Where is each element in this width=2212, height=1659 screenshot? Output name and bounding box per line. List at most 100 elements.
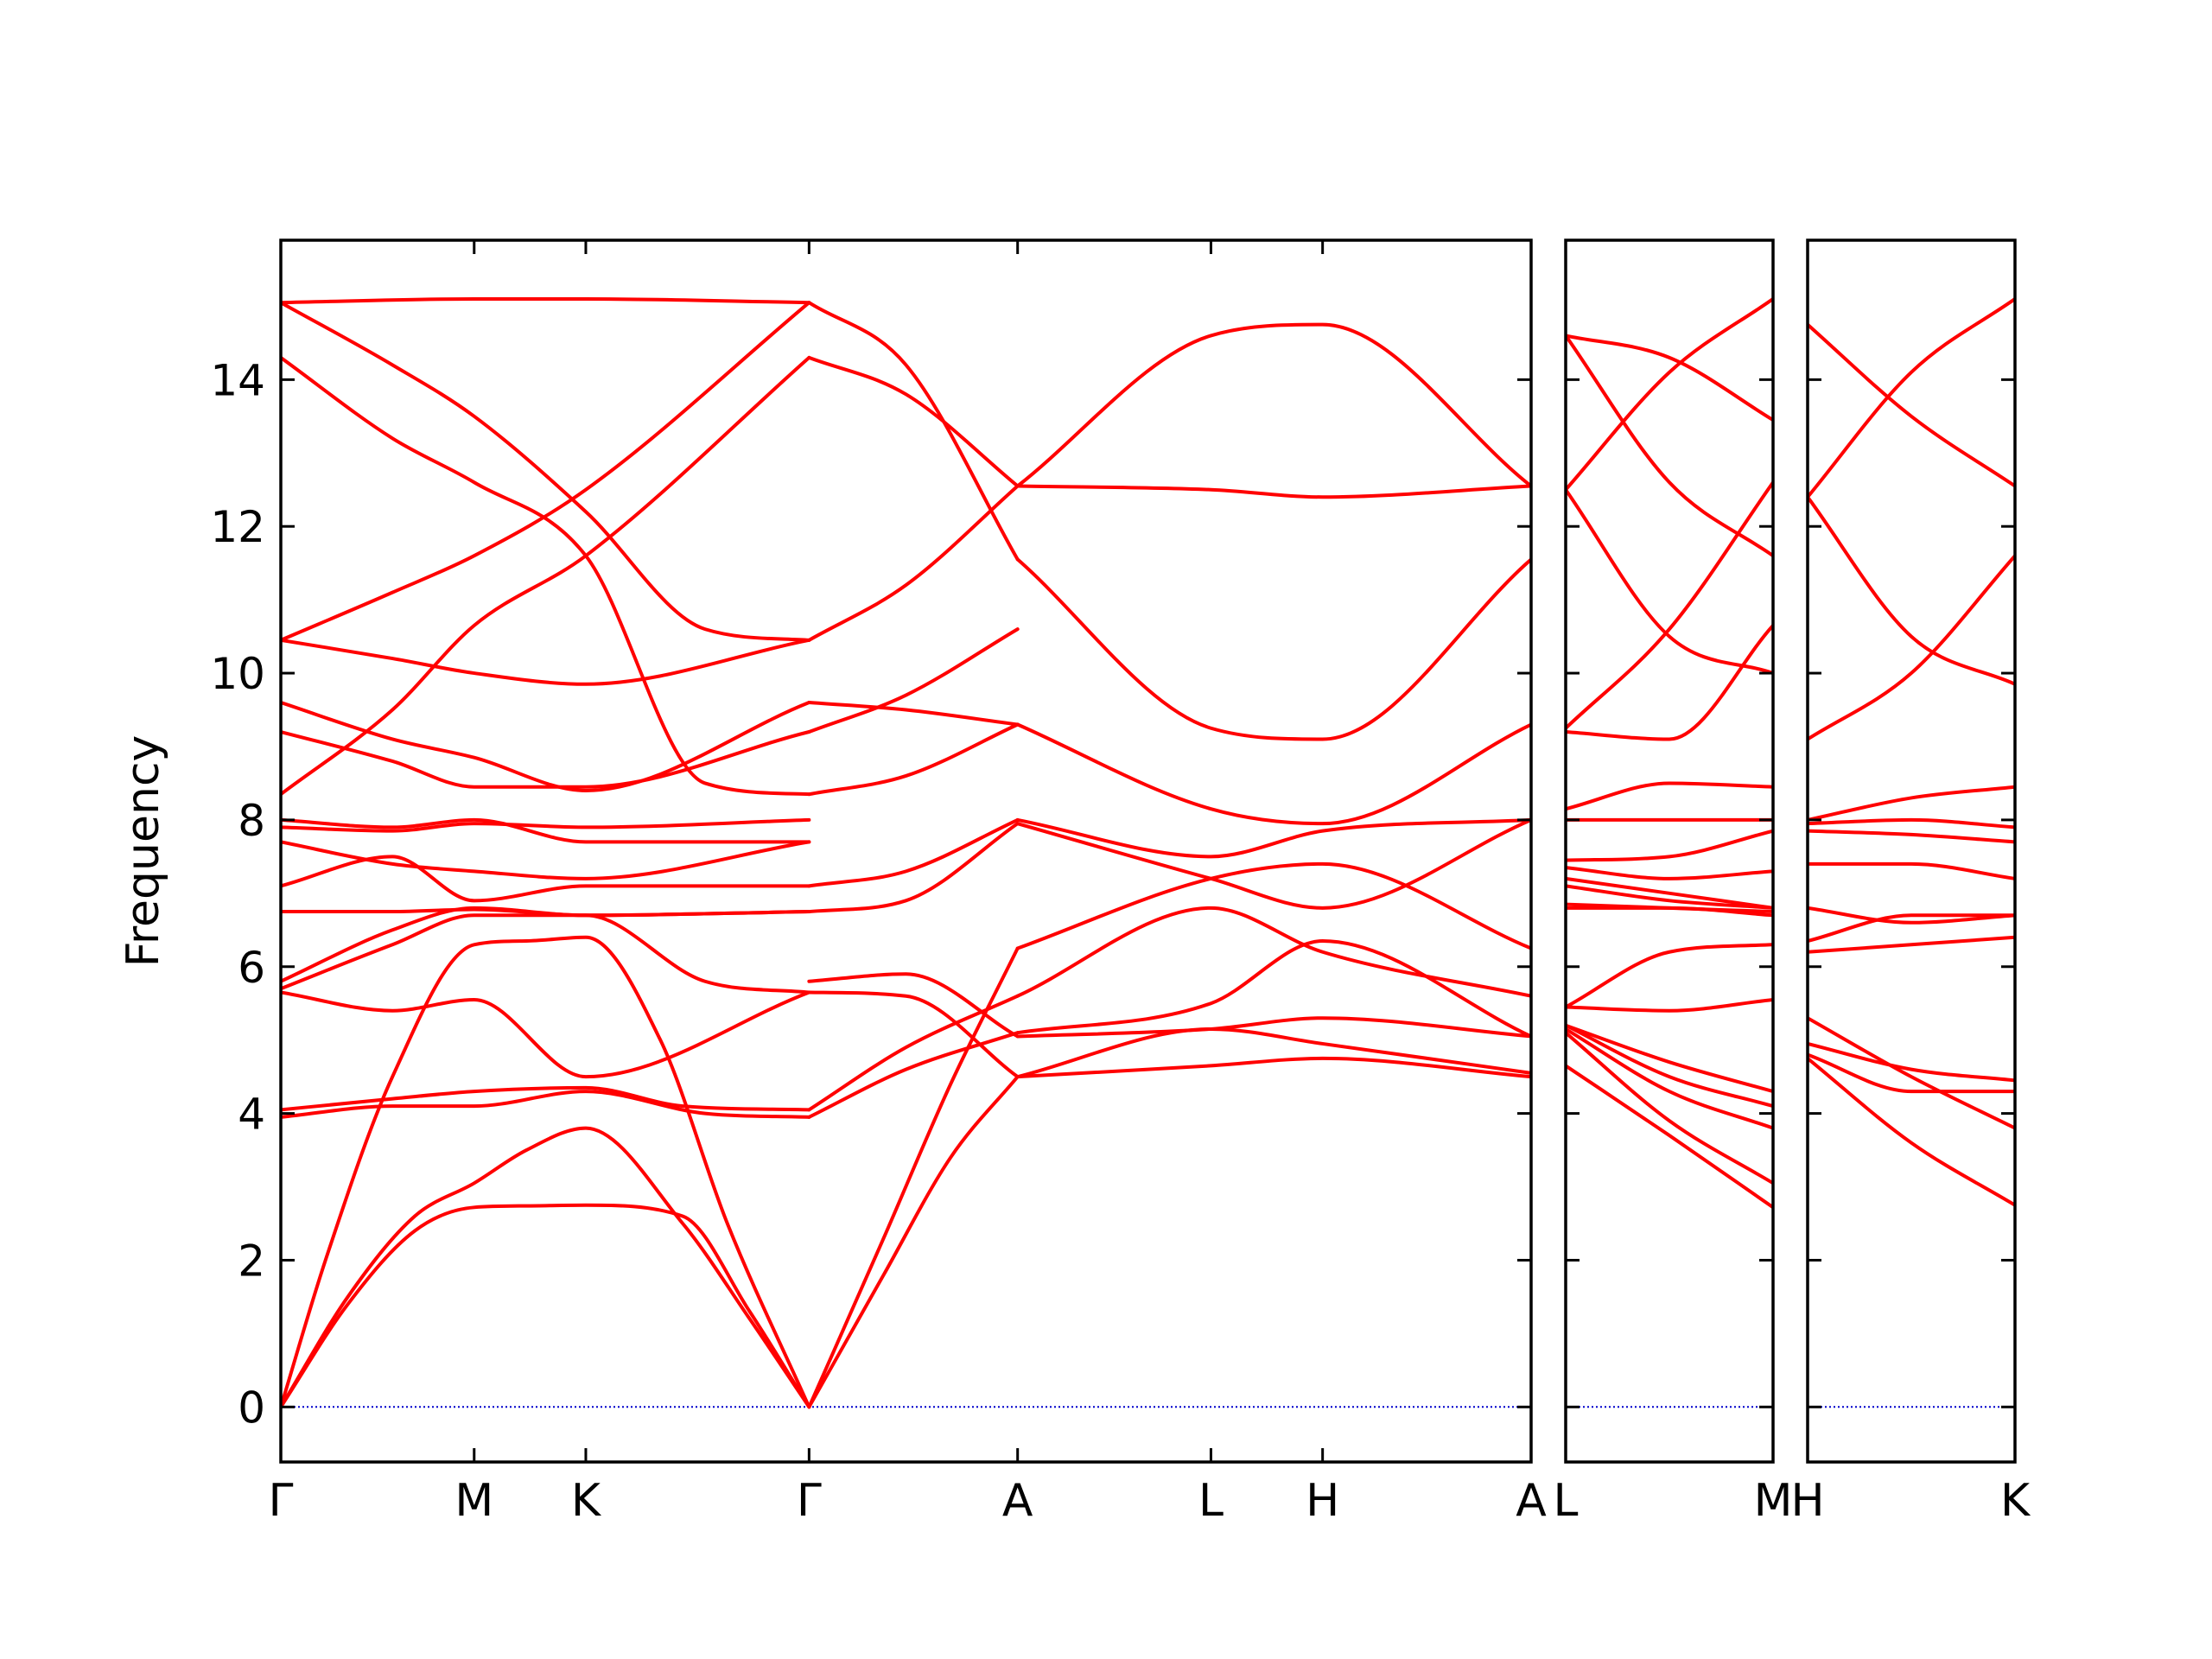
band-line-1-37 — [1015, 1027, 1531, 1079]
y-tick-label: 2 — [238, 1236, 265, 1286]
band-line-3-11 — [1808, 785, 2015, 822]
band-line-1-2 — [281, 1203, 811, 1409]
band-line-1-43 — [1015, 817, 1531, 859]
band-line-1-47 — [1015, 322, 1531, 488]
band-line-1-32 — [807, 701, 1020, 727]
band-line-1-40 — [1015, 906, 1531, 998]
band-line-2-9 — [1566, 902, 1773, 914]
band-line-2-11 — [1566, 876, 1773, 910]
band-line-2-19 — [1566, 296, 1773, 492]
band-line-1-41 — [1015, 861, 1531, 950]
x-tick-label: A — [1002, 1475, 1033, 1527]
band-line-2-7 — [1566, 943, 1773, 1009]
y-tick-label: 4 — [238, 1090, 265, 1140]
band-line-2-1 — [1566, 1064, 1773, 1210]
band-line-1-4 — [281, 1090, 811, 1119]
band-line-1-13 — [281, 817, 811, 844]
band-line-1-5 — [281, 1085, 811, 1112]
band-line-2-21 — [1566, 334, 1773, 423]
x-tick-label: M — [454, 1475, 493, 1527]
band-line-2-13 — [1566, 829, 1773, 862]
band-line-3-14 — [1808, 296, 2015, 499]
band-line-2-15 — [1566, 781, 1773, 811]
x-tick-label: L — [1554, 1475, 1579, 1527]
band-line-2-18 — [1566, 487, 1773, 676]
band-line-1-27 — [807, 972, 1020, 1039]
band-line-1-44 — [1015, 722, 1531, 826]
x-tick-label: H — [1306, 1475, 1339, 1527]
band-line-2-5 — [1566, 1023, 1773, 1094]
band-line-3-5 — [1808, 935, 2015, 954]
panel-frame — [279, 238, 1533, 1464]
band-line-1-31 — [807, 627, 1020, 734]
band-line-3-12 — [1808, 554, 2015, 741]
x-tick-label: H — [1790, 1475, 1824, 1527]
band-line-1-20 — [281, 301, 811, 642]
bands-layer — [281, 296, 2015, 1409]
y-tick-label: 12 — [210, 502, 265, 552]
band-line-1-6 — [281, 990, 811, 1079]
y-tick-label: 6 — [238, 943, 265, 993]
band-line-1-21 — [281, 296, 811, 305]
band-line-2-17 — [1566, 480, 1773, 730]
band-line-3-2 — [1808, 1052, 2015, 1094]
band-line-3-13 — [1808, 495, 2015, 686]
band-line-1-19 — [281, 355, 811, 797]
band-line-1-18 — [281, 301, 811, 642]
panel-frame — [1564, 238, 1775, 1464]
band-line-1-11 — [281, 840, 811, 880]
y-tick-label: 10 — [210, 649, 265, 699]
band-line-2-12 — [1566, 866, 1773, 880]
band-line-3-7 — [1808, 906, 2015, 925]
band-line-1-24 — [807, 1031, 1020, 1119]
band-line-2-6 — [1566, 997, 1773, 1013]
x-tick-label: Γ — [269, 1475, 294, 1527]
band-line-1-29 — [807, 817, 1020, 888]
band-line-3-3 — [1808, 1041, 2015, 1083]
x-tick-label: A — [1516, 1475, 1547, 1527]
band-line-1-42 — [1015, 817, 1531, 910]
band-line-2-10 — [1566, 884, 1773, 910]
band-line-1-38 — [1015, 1016, 1531, 1039]
x-tick-label: K — [2000, 1475, 2031, 1527]
y-tick-label: 0 — [238, 1382, 265, 1433]
band-line-1-16 — [281, 701, 811, 792]
x-tick-label: M — [1754, 1475, 1793, 1527]
band-line-1-30 — [807, 722, 1020, 797]
band-line-1-26 — [807, 990, 1020, 1079]
band-line-1-7 — [281, 913, 811, 995]
band-line-3-9 — [1808, 829, 2015, 844]
band-line-2-4 — [1566, 1023, 1773, 1109]
band-line-3-8 — [1808, 861, 2015, 880]
x-tick-label: Γ — [797, 1475, 822, 1527]
band-line-2-3 — [1566, 1027, 1773, 1130]
band-line-1-28 — [807, 822, 1020, 914]
band-line-2-2 — [1566, 1031, 1773, 1185]
band-line-3-15 — [1808, 322, 2015, 488]
panel-1-bands — [281, 296, 1531, 1409]
band-line-1-8 — [281, 906, 811, 983]
band-line-1-34 — [807, 355, 1020, 488]
band-line-1-45 — [1015, 557, 1531, 741]
band-line-1-33 — [807, 484, 1020, 642]
band-line-1-17 — [281, 638, 811, 686]
band-line-1-46 — [1015, 484, 1531, 499]
x-tick-label: K — [571, 1475, 602, 1527]
band-line-1-25 — [807, 994, 1020, 1112]
y-tick-label: 14 — [210, 355, 265, 405]
band-line-1-23 — [807, 946, 1020, 1409]
band-line-1-1 — [281, 935, 811, 1409]
band-line-2-20 — [1566, 334, 1773, 558]
band-line-2-16 — [1566, 623, 1773, 741]
band-line-1-22 — [807, 1075, 1020, 1409]
panel-frame — [1806, 238, 2017, 1464]
band-line-1-39 — [1015, 939, 1531, 1039]
band-line-3-4 — [1808, 1016, 2015, 1130]
band-line-3-6 — [1808, 913, 2015, 944]
y-axis-label: Frequency — [118, 735, 169, 968]
x-tick-label: L — [1198, 1475, 1224, 1527]
band-line-1-36 — [1015, 1056, 1531, 1079]
panel-3-bands — [1808, 296, 2015, 1408]
